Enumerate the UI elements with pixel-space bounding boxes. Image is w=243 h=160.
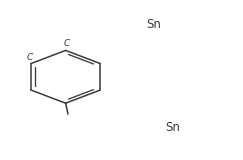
Text: C: C: [26, 53, 33, 62]
Text: C: C: [63, 40, 69, 48]
Text: Sn: Sn: [165, 121, 180, 134]
Text: Sn: Sn: [146, 18, 161, 31]
